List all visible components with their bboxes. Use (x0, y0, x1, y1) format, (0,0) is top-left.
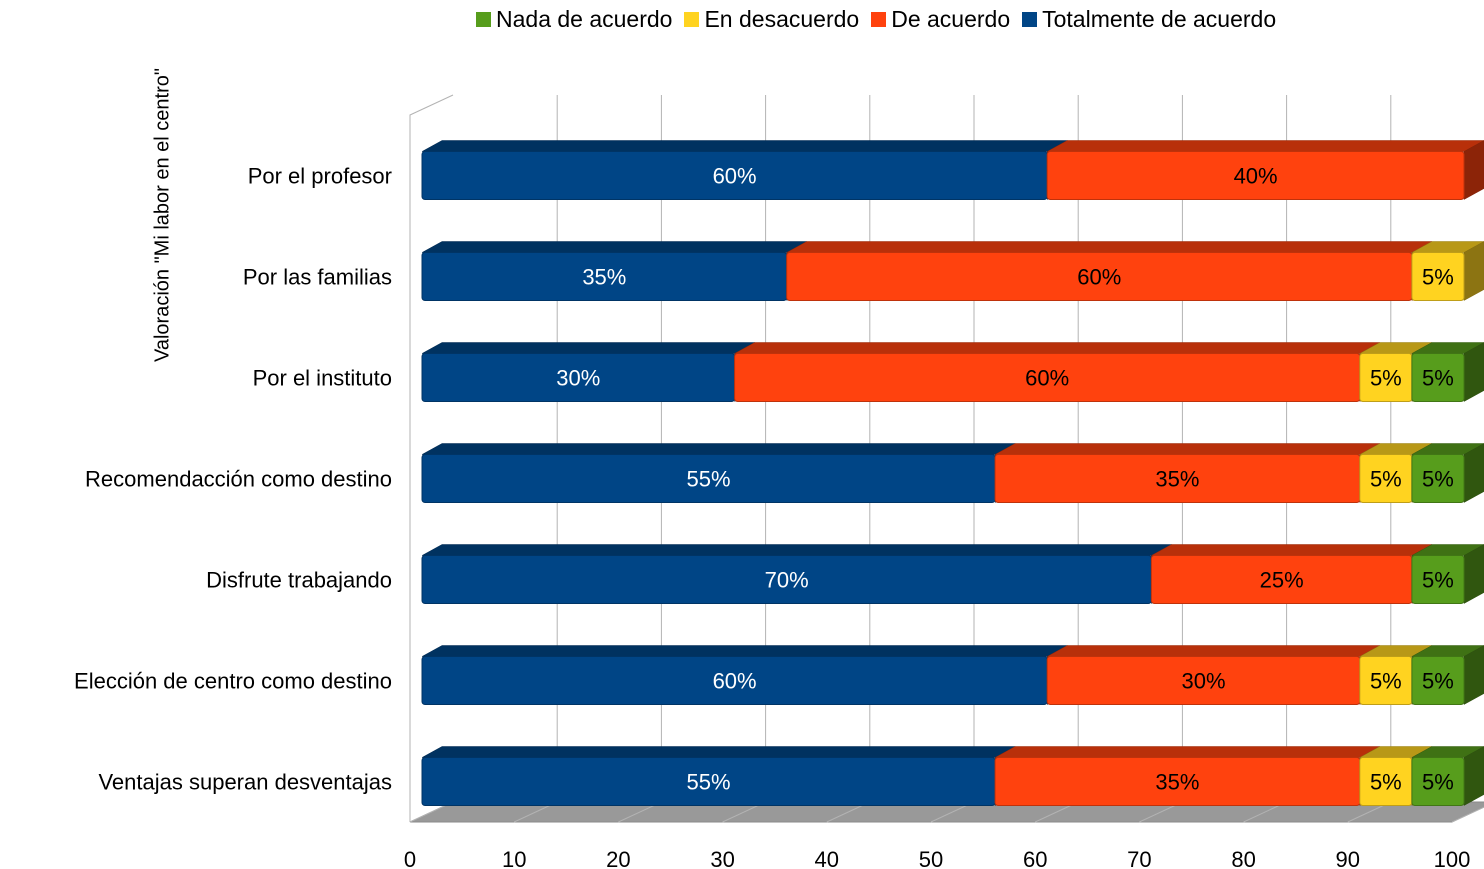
legend-swatch-nada (476, 12, 491, 27)
data-label: 5% (1422, 467, 1454, 492)
x-tick-label: 70 (1127, 847, 1151, 869)
bar-top (1047, 645, 1380, 657)
category-label: Por las familias (243, 265, 392, 290)
data-label: 35% (1155, 467, 1199, 492)
bar-top (421, 443, 1016, 455)
legend-item-nada-de-acuerdo: Nada de acuerdo (476, 6, 672, 33)
data-label: 55% (687, 467, 731, 492)
bar-segment (1411, 454, 1465, 503)
data-label: 5% (1422, 366, 1454, 391)
bar-segment (1411, 252, 1465, 301)
x-tick-label: 10 (502, 847, 526, 869)
y-axis-label: Valoración "Mi labor en el centro" (151, 68, 174, 362)
bar-top (734, 342, 1380, 354)
data-label: 55% (687, 770, 731, 795)
legend-label-desacuerdo: En desacuerdo (704, 6, 860, 32)
bar-segment (1411, 555, 1465, 604)
category-label: Por el profesor (248, 164, 392, 189)
data-label: 30% (1181, 669, 1225, 694)
data-label: 5% (1370, 467, 1402, 492)
legend-swatch-desacuerdo (684, 12, 700, 27)
x-tick-label: 60 (1023, 847, 1047, 869)
x-tick-label: 20 (606, 847, 630, 869)
data-label: 40% (1234, 164, 1278, 189)
data-label: 60% (713, 669, 757, 694)
data-label: 5% (1422, 669, 1454, 694)
data-label: 30% (556, 366, 600, 391)
legend-label-de-acuerdo: De acuerdo (891, 6, 1011, 32)
legend-swatch-totalmente (1022, 12, 1038, 27)
x-tick-label: 30 (710, 847, 734, 869)
legend-label-nada: Nada de acuerdo (496, 6, 673, 32)
legend-item-en-desacuerdo: En desacuerdo (684, 6, 859, 33)
plot-wall (409, 94, 454, 822)
data-label: 5% (1370, 669, 1402, 694)
data-label: 35% (1155, 770, 1199, 795)
data-label: 70% (765, 568, 809, 593)
x-tick-label: 50 (919, 847, 943, 869)
bar-top (421, 241, 807, 253)
category-label: Por el instituto (253, 366, 392, 391)
x-tick-label: 80 (1231, 847, 1255, 869)
data-label: 5% (1370, 366, 1402, 391)
category-label: Elección de centro como destino (74, 669, 392, 694)
bar-top (421, 544, 1172, 556)
data-label: 5% (1422, 770, 1454, 795)
category-label: Recomendacción como destino (85, 467, 392, 492)
bar-segment (1411, 757, 1465, 806)
data-label: 5% (1422, 265, 1454, 290)
x-tick-label: 40 (815, 847, 839, 869)
x-tick-label: 90 (1336, 847, 1360, 869)
data-label: 60% (713, 164, 757, 189)
bar-segment (1411, 353, 1465, 402)
bar-top (786, 241, 1433, 253)
bar-top (421, 645, 1068, 657)
category-label: Ventajas superan desventajas (98, 770, 392, 795)
legend-label-totalmente: Totalmente de acuerdo (1042, 6, 1277, 32)
bar-top (421, 746, 1016, 758)
data-label: 35% (582, 265, 626, 290)
bar-top (421, 342, 755, 354)
data-label: 25% (1260, 568, 1304, 593)
data-label: 60% (1025, 366, 1069, 391)
legend-swatch-de-acuerdo (871, 12, 887, 27)
legend-item-totalmente: Totalmente de acuerdo (1022, 6, 1276, 33)
data-label: 5% (1422, 568, 1454, 593)
bar-top (994, 746, 1380, 758)
data-label: 5% (1370, 770, 1402, 795)
category-label: Disfrute trabajando (206, 568, 392, 593)
bar-top (1151, 544, 1433, 556)
bar-top (421, 140, 1068, 152)
floor-grid (1451, 806, 1484, 823)
bar-top (994, 443, 1380, 455)
bar-segment (1411, 656, 1465, 705)
bar-top (1047, 140, 1484, 152)
data-label: 60% (1077, 265, 1121, 290)
x-tick-label: 0 (404, 847, 416, 869)
legend: Nada de acuerdo En desacuerdo De acuerdo… (476, 6, 1288, 33)
bar-segment (1046, 151, 1465, 200)
legend-item-de-acuerdo: De acuerdo (871, 6, 1010, 33)
x-tick-label: 100 (1434, 847, 1471, 869)
